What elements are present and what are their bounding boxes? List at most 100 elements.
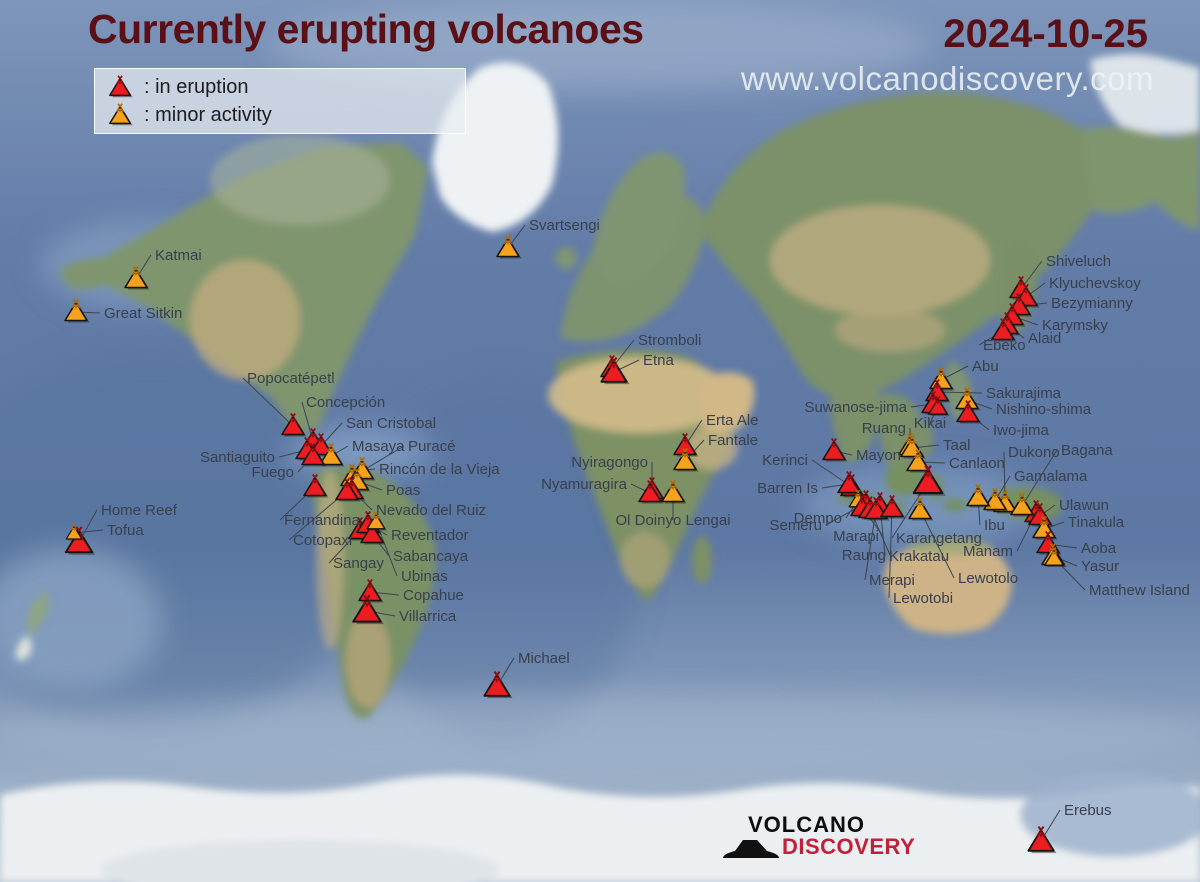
volcano-marker-mayon[interactable]: Mayon [822, 437, 848, 462]
volcano-label-concepci-n: Concepción [306, 394, 385, 411]
volcano-label-taal: Taal [943, 437, 971, 454]
volcano-label-dukono: Dukono [1008, 444, 1060, 461]
volcano-marker-karangetang[interactable]: Karangetang [912, 465, 946, 496]
volcano-marker-fantale[interactable]: Fantale [673, 447, 699, 472]
volcano-label-lewotolo: Lewotolo [958, 570, 1018, 587]
logo-text-discovery: DISCOVERY [782, 834, 916, 859]
volcano-marker-tofua[interactable]: Tofua [65, 523, 84, 541]
volcano-label-manam: Manam [963, 543, 1013, 560]
volcano-label-tinakula: Tinakula [1068, 514, 1125, 531]
volcano-label-ruang: Ruang [862, 420, 906, 437]
volcano-marker-bagana[interactable]: Bagana [1010, 492, 1036, 517]
volcano-marker-iwo-jima[interactable]: Iwo-jima [956, 399, 982, 424]
volcano-label-bezymianny: Bezymianny [1051, 295, 1133, 312]
volcano-label-dempo: Dempo [794, 510, 842, 527]
volcano-label-fernandina: Fernandina [284, 512, 361, 529]
volcano-marker-svartsengi[interactable]: Svartsengi [496, 234, 522, 259]
volcano-label-shiveluch: Shiveluch [1046, 253, 1111, 270]
volcano-marker-masaya[interactable]: Masaya [319, 442, 345, 467]
volcano-label-stromboli: Stromboli [638, 332, 701, 349]
volcano-label-canlaon: Canlaon [949, 455, 1005, 472]
legend: : in eruption : minor activity [94, 68, 466, 134]
volcano-label-kikai: Kikai [914, 415, 947, 432]
volcano-marker-ibu[interactable]: Ibu [966, 483, 992, 508]
volcano-marker-katmai[interactable]: Katmai [124, 265, 150, 290]
volcano-label-erta-ale: Erta Ale [706, 412, 759, 429]
volcano-marker-nyamuragira[interactable]: Nyamuragira [638, 479, 664, 504]
volcano-marker-erebus[interactable]: Erebus [1027, 826, 1057, 854]
volcano-label-karangetang: Karangetang [896, 530, 982, 547]
volcano-label-copahue: Copahue [403, 587, 464, 604]
volcano-marker-copahue[interactable]: Copahue [358, 578, 384, 603]
volcano-label-kerinci: Kerinci [762, 452, 808, 469]
volcano-label-poas: Poas [386, 482, 420, 499]
volcano-label-barren-is: Barren Is [757, 480, 818, 497]
volcano-label-semeru: Semeru [769, 517, 822, 534]
volcano-silhouette-icon [723, 840, 779, 858]
volcano-marker-kikai[interactable]: Kikai [927, 395, 950, 416]
volcano-label-yasur: Yasur [1081, 558, 1119, 575]
volcano-label-erebus: Erebus [1064, 802, 1112, 819]
leader-line-lewotolo [919, 509, 955, 579]
orange-volcano-icon [107, 102, 135, 128]
volcano-label-alaid: Alaid [1028, 330, 1061, 347]
volcano-marker-michael[interactable]: Michael [483, 671, 513, 699]
red-volcano-icon [107, 74, 135, 100]
volcano-label-bagana: Bagana [1061, 442, 1113, 459]
leader-line-sakurajima [936, 391, 983, 394]
volcano-label-ol-doinyo-lengai: Ol Doinyo Lengai [615, 512, 730, 529]
legend-row-minor: : minor activity [107, 102, 453, 128]
map-date: 2024-10-25 [943, 12, 1148, 56]
volcano-label-etna: Etna [643, 352, 675, 369]
volcano-marker-villarrica[interactable]: Villarrica [352, 594, 384, 625]
volcano-label-sakurajima: Sakurajima [986, 385, 1062, 402]
volcano-label-villarrica: Villarrica [399, 608, 457, 625]
leader-line-bagana [1021, 449, 1058, 507]
volcano-label-nishino-shima: Nishino-shima [996, 401, 1092, 418]
leader-line-merapi [864, 509, 877, 581]
volcano-label-san-cristobal: San Cristobal [346, 415, 436, 432]
volcano-marker-great-sitkin[interactable]: Great Sitkin [64, 298, 90, 323]
volcano-label-gamalama: Gamalama [1014, 468, 1088, 485]
volcano-label-svartsengi: Svartsengi [529, 217, 600, 234]
volcano-marker-fernandina[interactable]: Fernandina [303, 473, 329, 498]
volcano-label-sabancaya: Sabancaya [393, 548, 469, 565]
volcano-label-aoba: Aoba [1081, 540, 1117, 557]
volcano-label-raung: Raung [842, 547, 886, 564]
page-title: Currently erupting volcanoes [88, 6, 644, 52]
volcano-marker-fuego[interactable]: Fuego [301, 442, 327, 467]
volcano-label-nyamuragira: Nyamuragira [541, 476, 628, 493]
volcano-marker-ol-doinyo-lengai[interactable]: Ol Doinyo Lengai [661, 479, 687, 504]
volcano-label-karymsky: Karymsky [1042, 317, 1108, 334]
volcano-marker-matthew-island[interactable]: Matthew Island [1043, 546, 1066, 567]
volcano-label-katmai: Katmai [155, 247, 202, 264]
volcano-label-matthew-island: Matthew Island [1089, 582, 1190, 599]
volcano-label-ubinas: Ubinas [401, 568, 448, 585]
volcano-label-purac: Puracé [408, 438, 456, 455]
volcano-label-cotopaxi: Cotopaxi [293, 532, 352, 549]
legend-label-minor: : minor activity [144, 103, 272, 126]
volcano-label-ebeko: Ebeko [983, 337, 1026, 354]
volcano-marker-ubinas[interactable]: Ubinas [366, 511, 387, 531]
legend-row-eruption: : in eruption [107, 74, 453, 100]
leader-line-ubinas [375, 521, 398, 577]
volcano-label-nevado-del-ruiz: Nevado del Ruiz [376, 502, 486, 519]
volcano-label-marapi: Marapi [833, 528, 879, 545]
volcano-label-rinc-n-de-la-vieja: Rincón de la Vieja [379, 461, 500, 478]
volcano-marker-ebeko[interactable]: Ebeko [991, 317, 1017, 342]
volcano-label-lewotobi: Lewotobi [893, 590, 953, 607]
volcano-label-santiaguito: Santiaguito [200, 449, 275, 466]
volcano-label-iwo-jima: Iwo-jima [993, 422, 1049, 439]
volcano-marker-popocat-petl[interactable]: Popocatépetl [281, 412, 307, 437]
volcano-marker-etna[interactable]: Etna [600, 357, 630, 385]
legend-label-eruption: : in eruption [144, 75, 249, 98]
volcano-label-popocat-petl: Popocatépetl [247, 370, 335, 387]
watermark-url: www.volcanodiscovery.com [740, 60, 1154, 97]
volcano-marker-lewotolo[interactable]: Lewotolo [908, 496, 934, 521]
volcano-marker-lewotobi[interactable]: Lewotobi [880, 494, 906, 519]
logo-text-volcano: VOLCANO [748, 812, 865, 837]
volcano-marker-cotopaxi[interactable]: Cotopaxi [335, 477, 361, 502]
volcano-label-mayon: Mayon [856, 447, 901, 464]
